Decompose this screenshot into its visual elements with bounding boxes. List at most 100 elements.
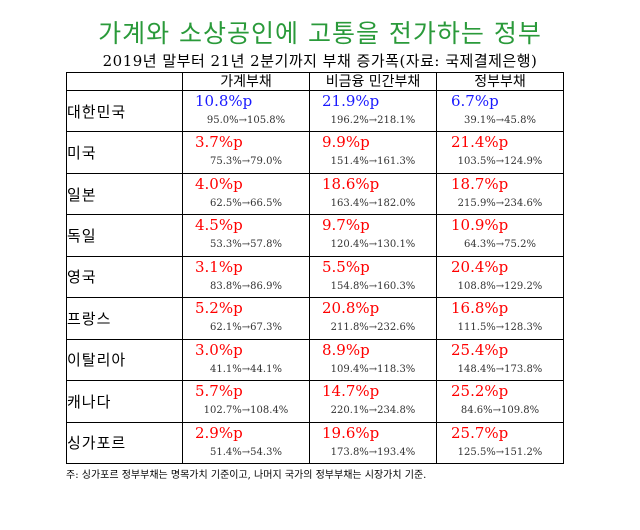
government-debt-increase: 6.7%p — [451, 92, 499, 110]
household-debt-range: 62.5%→66.5% — [210, 197, 282, 209]
private-debt-range: 151.4%→161.3% — [330, 156, 416, 168]
private-debt-range: 120.4%→130.1% — [330, 239, 416, 251]
household-debt-cell: 2.9%p 51.4%→54.3% — [182, 421, 310, 464]
government-debt-range: 215.9%→234.6% — [457, 197, 543, 209]
header-household-debt: 가계부채 — [182, 72, 310, 91]
government-debt-increase: 25.4%p — [451, 340, 509, 359]
page-subtitle: 2019년 말부터 21년 2분기까지 부채 증가폭(자료: 국제결제은행) — [102, 52, 538, 70]
private-debt-cell: 5.5%p 154.8%→160.3% — [309, 255, 437, 299]
table-row: 캐나다 5.7%p 102.7%→108.4% 14.7%p 220.1%→234.8%… — [66, 380, 564, 423]
household-debt-increase: 2.9%p — [195, 423, 243, 442]
private-debt-range: 196.2%→218.1% — [330, 115, 416, 126]
household-debt-range: 51.4%→54.3% — [210, 446, 282, 458]
government-debt-increase: 25.2%p — [451, 382, 509, 401]
government-debt-increase: 20.4%p — [451, 257, 509, 276]
private-debt-increase: 9.7%p — [322, 216, 370, 235]
household-debt-increase: 5.7%p — [195, 382, 243, 401]
government-debt-increase: 21.4%p — [451, 133, 509, 152]
private-debt-increase: 14.7%p — [322, 382, 380, 401]
private-debt-cell: 20.8%p 211.8%→232.6% — [309, 297, 437, 340]
country-name: 대한민국 — [66, 89, 183, 133]
household-debt-cell: 10.8%p 95.0%→105.8% — [182, 89, 310, 133]
country-name: 일본 — [66, 172, 183, 216]
government-debt-cell: 18.7%p 215.9%→234.6% — [436, 172, 564, 216]
government-debt-range: 64.3%→75.2% — [464, 239, 536, 251]
government-debt-cell: 21.4%p 103.5%→124.9% — [436, 131, 564, 174]
private-debt-increase: 18.6%p — [322, 174, 380, 193]
household-debt-increase: 3.0%p — [195, 340, 243, 359]
debt-table: 가계부채 비금융 민간부채 정부부채 대한민국 10.8%p 95.0%→105.8… — [66, 72, 564, 464]
private-debt-range: 173.8%→193.4% — [330, 446, 416, 458]
table-row: 미국 3.7%p 75.3%→79.0% 9.9%p 151.4%→161.3% 21.4… — [66, 131, 564, 174]
household-debt-range: 95.0%→105.8% — [206, 115, 286, 126]
country-name: 미국 — [66, 131, 183, 174]
table-row: 이탈리아 3.0%p 41.1%→44.1% 8.9%p 109.4%→118.3% 25… — [66, 338, 564, 382]
private-debt-increase: 21.9%p — [322, 92, 380, 110]
country-name: 프랑스 — [66, 297, 183, 340]
household-debt-increase: 4.5%p — [195, 216, 243, 235]
table-row: 싱가포르 2.9%p 51.4%→54.3% 19.6%p 173.8%→193.4% 2… — [66, 421, 564, 464]
private-debt-range: 211.8%→232.6% — [330, 322, 416, 334]
household-debt-increase: 10.8%p — [195, 92, 253, 110]
table-row: 프랑스 5.2%p 62.1%→67.3% 20.8%p 211.8%→232.6% 16… — [66, 297, 564, 340]
household-debt-range: 41.1%→44.1% — [210, 363, 282, 375]
country-name: 캐나다 — [66, 380, 183, 423]
household-debt-range: 75.3%→79.0% — [210, 156, 282, 168]
footnote: 주: 싱가포르 정부부채는 명목가치 기준이고, 나머지 국가의 정부부채는 시… — [66, 470, 427, 481]
government-debt-cell: 20.4%p 108.8%→129.2% — [436, 255, 564, 299]
household-debt-range: 53.3%→57.8% — [210, 239, 282, 251]
government-debt-cell: 25.4%p 148.4%→173.8% — [436, 338, 564, 382]
table-row: 대한민국 10.8%p 95.0%→105.8% 21.9%p 196.2%→218.1… — [66, 89, 564, 133]
private-debt-range: 109.4%→118.3% — [330, 363, 416, 375]
household-debt-increase: 3.1%p — [195, 257, 243, 276]
household-debt-increase: 4.0%p — [195, 174, 243, 193]
government-debt-cell: 25.7%p 125.5%→151.2% — [436, 421, 564, 464]
table-row: 영국 3.1%p 83.8%→86.9% 5.5%p 154.8%→160.3% 20.4… — [66, 255, 564, 299]
header-row: 가계부채 비금융 민간부채 정부부채 — [66, 72, 564, 91]
country-name: 영국 — [66, 255, 183, 299]
household-debt-cell: 3.7%p 75.3%→79.0% — [182, 131, 310, 174]
government-debt-range: 103.5%→124.9% — [457, 156, 543, 168]
header-government-debt: 정부부채 — [436, 72, 564, 91]
header-private-debt: 비금융 민간부채 — [309, 72, 437, 91]
government-debt-range: 148.4%→173.8% — [457, 363, 543, 375]
government-debt-increase: 25.7%p — [451, 423, 509, 442]
private-debt-cell: 14.7%p 220.1%→234.8% — [309, 380, 437, 423]
government-debt-range: 39.1%→45.8% — [464, 115, 536, 126]
country-name: 이탈리아 — [66, 338, 183, 382]
government-debt-cell: 10.9%p 64.3%→75.2% — [436, 214, 564, 257]
private-debt-cell: 21.9%p 196.2%→218.1% — [309, 89, 437, 133]
government-debt-range: 111.5%→128.3% — [457, 322, 543, 334]
country-name: 싱가포르 — [66, 421, 183, 464]
private-debt-range: 220.1%→234.8% — [330, 405, 416, 417]
government-debt-range: 108.8%→129.2% — [457, 280, 543, 292]
country-name: 독일 — [66, 214, 183, 257]
household-debt-increase: 3.7%p — [195, 133, 243, 152]
private-debt-range: 163.4%→182.0% — [330, 197, 416, 209]
table-row: 독일 4.5%p 53.3%→57.8% 9.7%p 120.4%→130.1% 10.9… — [66, 214, 564, 257]
private-debt-increase: 19.6%p — [322, 423, 380, 442]
private-debt-increase: 9.9%p — [322, 133, 370, 152]
private-debt-cell: 9.7%p 120.4%→130.1% — [309, 214, 437, 257]
government-debt-increase: 10.9%p — [451, 216, 509, 235]
page-title: 가계와 소상공인에 고통을 전가하는 정부 — [98, 19, 542, 48]
household-debt-cell: 4.0%p 62.5%→66.5% — [182, 172, 310, 216]
government-debt-range: 125.5%→151.2% — [457, 446, 543, 458]
government-debt-cell: 25.2%p 84.6%→109.8% — [436, 380, 564, 423]
government-debt-cell: 6.7%p 39.1%→45.8% — [436, 89, 564, 133]
government-debt-increase: 16.8%p — [451, 299, 509, 318]
table-row: 일본 4.0%p 62.5%→66.5% 18.6%p 163.4%→182.0% 18.… — [66, 172, 564, 216]
header-country — [66, 72, 183, 91]
household-debt-increase: 5.2%p — [195, 299, 243, 318]
private-debt-cell: 8.9%p 109.4%→118.3% — [309, 338, 437, 382]
private-debt-cell: 18.6%p 163.4%→182.0% — [309, 172, 437, 216]
private-debt-cell: 19.6%p 173.8%→193.4% — [309, 421, 437, 464]
household-debt-cell: 3.0%p 41.1%→44.1% — [182, 338, 310, 382]
private-debt-increase: 8.9%p — [322, 340, 370, 359]
household-debt-range: 83.8%→86.9% — [210, 280, 282, 292]
household-debt-range: 62.1%→67.3% — [210, 322, 282, 334]
table-body: 대한민국 10.8%p 95.0%→105.8% 21.9%p 196.2%→218.1… — [66, 89, 564, 464]
government-debt-range: 84.6%→109.8% — [460, 405, 540, 417]
household-debt-cell: 5.2%p 62.1%→67.3% — [182, 297, 310, 340]
government-debt-cell: 16.8%p 111.5%→128.3% — [436, 297, 564, 340]
